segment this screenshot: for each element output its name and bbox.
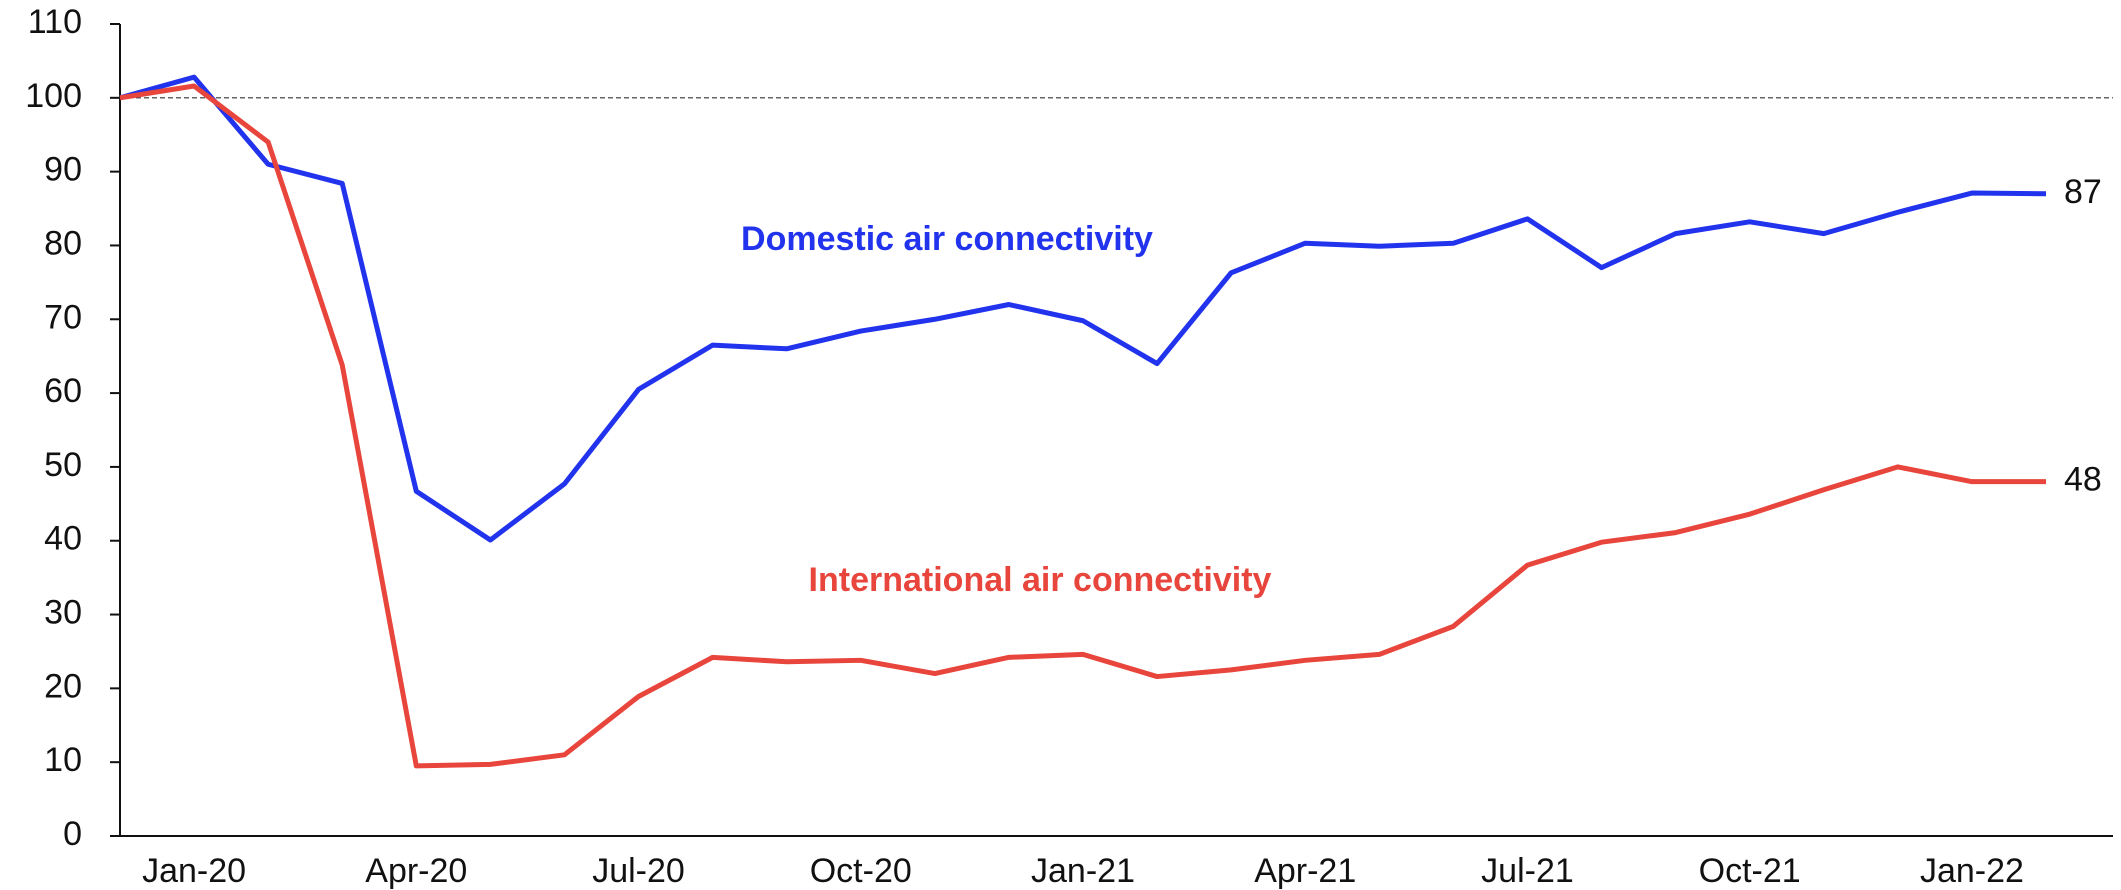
- series-line: [119, 74, 2047, 543]
- y-tick-label: 70: [44, 298, 82, 336]
- y-tick-label: 60: [44, 372, 82, 410]
- y-tick-label: 40: [44, 520, 82, 558]
- x-tick-label: Jan-21: [1031, 852, 1135, 890]
- x-tick-label: Apr-20: [365, 852, 467, 890]
- y-tick-label: 20: [44, 667, 82, 705]
- y-tick-label: 100: [25, 77, 82, 115]
- x-tick-label: Jul-20: [592, 852, 685, 890]
- x-tick-label: Oct-21: [1699, 852, 1801, 890]
- y-tick-label: 30: [44, 594, 82, 632]
- end-label: 87: [2064, 173, 2102, 211]
- y-tick-label: 10: [44, 741, 82, 779]
- y-tick-label: 90: [44, 151, 82, 189]
- y-tick-label: 80: [44, 224, 82, 262]
- series-label: International air connectivity: [809, 561, 1272, 599]
- x-tick-label: Oct-20: [810, 852, 912, 890]
- x-tick-label: Jul-21: [1481, 852, 1574, 890]
- x-tick-label: Apr-21: [1254, 852, 1356, 890]
- y-tick-label: 0: [63, 815, 82, 853]
- end-label: 48: [2064, 461, 2102, 499]
- y-tick-label: 110: [28, 3, 82, 41]
- y-tick-label: 50: [44, 446, 82, 484]
- series-label: Domestic air connectivity: [741, 220, 1153, 258]
- x-tick-label: Jan-22: [1920, 852, 2024, 890]
- series-line: [119, 83, 2046, 769]
- x-tick-label: Jan-20: [142, 852, 246, 890]
